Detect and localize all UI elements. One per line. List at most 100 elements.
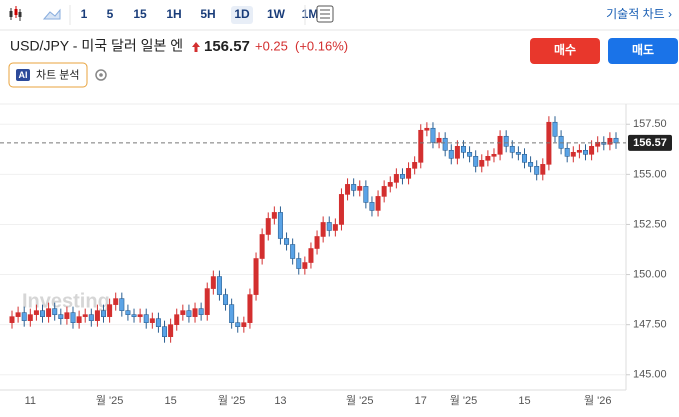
- candle-body: [509, 145, 515, 153]
- buy-button[interactable]: [530, 38, 600, 64]
- candle-body: [412, 162, 418, 169]
- candle-body: [277, 212, 283, 239]
- candle-body: [259, 234, 265, 259]
- candle-body: [235, 322, 241, 327]
- candle-body: [338, 194, 344, 225]
- candle-body: [436, 137, 442, 143]
- candle-body: [485, 156, 491, 161]
- candle-body: [155, 318, 161, 327]
- candle-body: [241, 322, 247, 327]
- candle-body: [613, 137, 619, 144]
- x-tick-label: 15: [165, 395, 177, 407]
- candle-body: [192, 308, 198, 317]
- candle-body: [64, 312, 70, 319]
- candle-body: [33, 310, 39, 315]
- candle-body: [363, 186, 369, 203]
- candle-body: [589, 145, 595, 155]
- interval-button[interactable]: 1D: [234, 7, 250, 21]
- y-tick-label: 152.50: [633, 218, 667, 230]
- candle-body: [253, 258, 259, 295]
- candle-body: [320, 222, 326, 237]
- candle-body: [82, 314, 88, 317]
- candle-body: [162, 326, 168, 337]
- candle-body: [174, 314, 180, 325]
- candle-body: [40, 310, 46, 317]
- x-tick-label: 월 '26: [584, 394, 612, 407]
- interval-button[interactable]: 1M: [302, 7, 319, 21]
- settings-icon[interactable]: [95, 69, 107, 81]
- price: 156.57: [204, 38, 250, 55]
- interval-button[interactable]: 5: [107, 7, 114, 21]
- candle-body: [186, 310, 192, 317]
- candle-body: [564, 147, 570, 157]
- candle-body: [351, 184, 357, 191]
- candle-body: [27, 314, 33, 321]
- candle-body: [479, 160, 485, 167]
- interval-button[interactable]: 1H: [166, 7, 181, 21]
- candle-body: [204, 288, 210, 315]
- candle-body: [503, 135, 509, 147]
- candle-body: [369, 202, 375, 211]
- candle-body: [424, 127, 430, 131]
- candle-body: [94, 310, 100, 321]
- sell-button[interactable]: [608, 38, 678, 64]
- candle-body: [332, 224, 338, 231]
- candle-body: [113, 298, 119, 305]
- interval-button[interactable]: 1: [81, 7, 88, 21]
- last-price-label: 156.57: [633, 137, 667, 149]
- candle-body: [101, 310, 107, 317]
- candle-body: [119, 298, 125, 311]
- y-tick-label: 147.50: [633, 319, 667, 331]
- x-tick-label: 17: [415, 395, 427, 407]
- analysis-button[interactable]: [8, 62, 88, 88]
- layout-icon[interactable]: [316, 5, 334, 23]
- candle-body: [247, 294, 253, 323]
- candle-body: [125, 310, 131, 315]
- x-tick-label: 11: [25, 395, 36, 407]
- candle-body: [314, 236, 320, 249]
- technical-chart-link[interactable]: 기술적 차트 ›: [606, 7, 672, 21]
- candle-body: [290, 244, 296, 259]
- candle-body: [357, 186, 363, 191]
- interval-button[interactable]: 15: [133, 7, 147, 21]
- candle-body: [570, 152, 576, 157]
- candle-body: [528, 162, 534, 167]
- sell-label[interactable]: 매도: [632, 42, 654, 57]
- candle-body: [460, 145, 466, 153]
- candle-body: [387, 182, 393, 187]
- candle-body: [216, 276, 222, 295]
- candle-body: [15, 312, 21, 317]
- change: +0.25: [255, 38, 288, 53]
- x-tick-label: 월 '25: [218, 394, 246, 407]
- buy-label[interactable]: 매수: [554, 42, 576, 57]
- candle-body: [143, 314, 149, 323]
- candle-type-icon[interactable]: [8, 6, 22, 21]
- candle-body: [308, 248, 314, 263]
- candle-body: [326, 222, 332, 231]
- candle-body: [88, 314, 94, 321]
- candle-body: [576, 149, 582, 153]
- last-price-box: [628, 134, 672, 151]
- candle-body: [46, 308, 52, 317]
- change-pct: (+0.16%): [295, 38, 348, 53]
- candle-body: [302, 262, 308, 269]
- candle-body: [418, 129, 424, 163]
- candle-body: [467, 152, 473, 157]
- active-interval-bg: [231, 6, 253, 24]
- candle-body: [180, 310, 186, 315]
- candle-body: [52, 308, 58, 315]
- candle-body: [131, 314, 137, 317]
- candle-body: [137, 314, 143, 317]
- interval-button[interactable]: 5H: [200, 7, 215, 21]
- candle-body: [210, 276, 216, 289]
- ai-badge-text: AI: [19, 70, 28, 80]
- area-type-icon[interactable]: [42, 8, 61, 20]
- candle-body: [168, 324, 174, 337]
- candle-body: [381, 186, 387, 197]
- candle-body: [21, 312, 27, 321]
- candle-body: [58, 314, 64, 319]
- pair-title: USD/JPY - 미국 달러 일본 엔: [10, 38, 183, 54]
- interval-button[interactable]: 1W: [267, 7, 286, 21]
